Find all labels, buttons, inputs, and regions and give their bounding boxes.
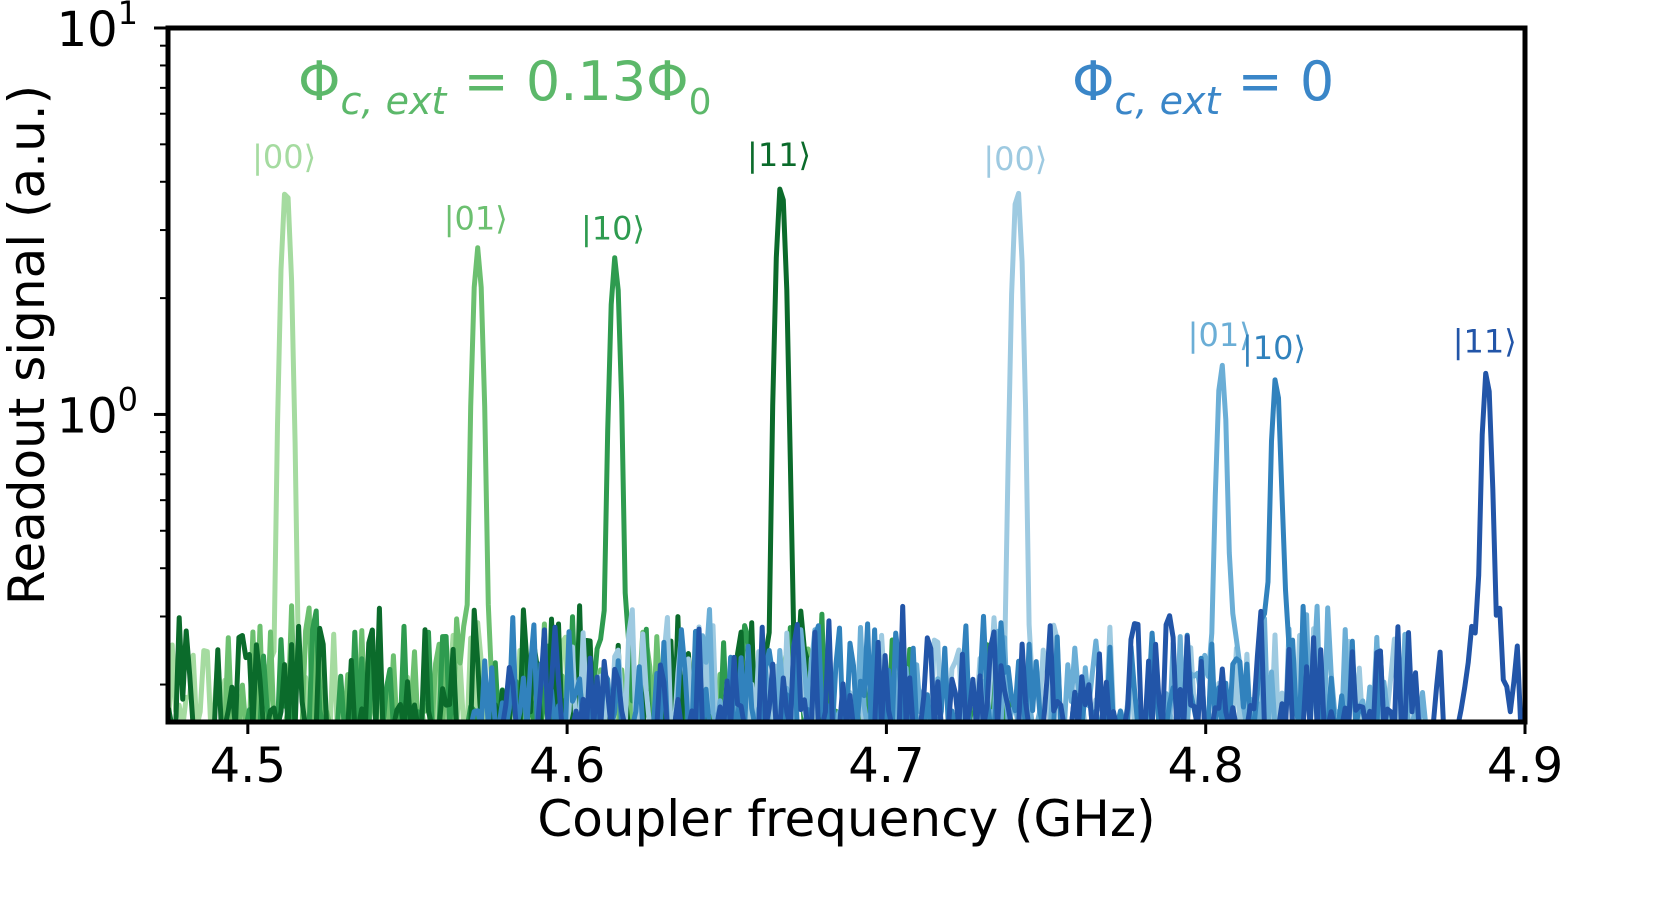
flux-annotations: Φc, ext = 0.13Φ0 Φc, ext = 0 [298, 50, 1334, 123]
y-tick-label: 101 [57, 0, 138, 58]
series-curves [168, 186, 1524, 722]
state-label-green-1: |00⟩ [252, 138, 316, 176]
state-label-blue-6: |01⟩ [1188, 316, 1252, 354]
state-labels: |00⟩|01⟩ |10⟩|11⟩ |00⟩|01⟩|10⟩ |11⟩ [252, 136, 1517, 367]
annotation-green: Φc, ext = 0.13Φ0 [298, 50, 712, 123]
state-label-blue-8: |11⟩ [1453, 322, 1517, 360]
x-tick-label: 4.7 [848, 738, 924, 794]
series-line-4 [168, 186, 824, 722]
annotation-blue: Φc, ext = 0 [1072, 50, 1334, 123]
series-line-8 [500, 370, 1524, 722]
state-label-green-4: |11⟩ [747, 136, 811, 174]
state-label-blue-7: |10⟩ [1242, 329, 1306, 367]
state-label-blue-5: |00⟩ [983, 140, 1047, 178]
x-axis-label: Coupler frequency (GHz) [537, 790, 1155, 848]
y-tick-label: 100 [57, 380, 138, 444]
y-axis-label: Readout signal (a.u.) [0, 85, 56, 605]
state-label-green-2: |01⟩ [444, 200, 508, 238]
x-tick-label: 4.9 [1487, 738, 1563, 794]
x-axis-ticks: 4.5 4.6 4.7 4.8 4.9 [210, 722, 1563, 794]
x-tick-label: 4.8 [1168, 738, 1244, 794]
state-label-green-3: |10⟩ [581, 209, 645, 247]
x-tick-label: 4.6 [529, 738, 605, 794]
plot-frame [165, 25, 1528, 725]
series-line-3 [244, 255, 1014, 722]
y-axis-ticks: 100 101 [57, 0, 168, 686]
x-tick-label: 4.5 [210, 738, 286, 794]
series-line-7 [469, 377, 1387, 722]
